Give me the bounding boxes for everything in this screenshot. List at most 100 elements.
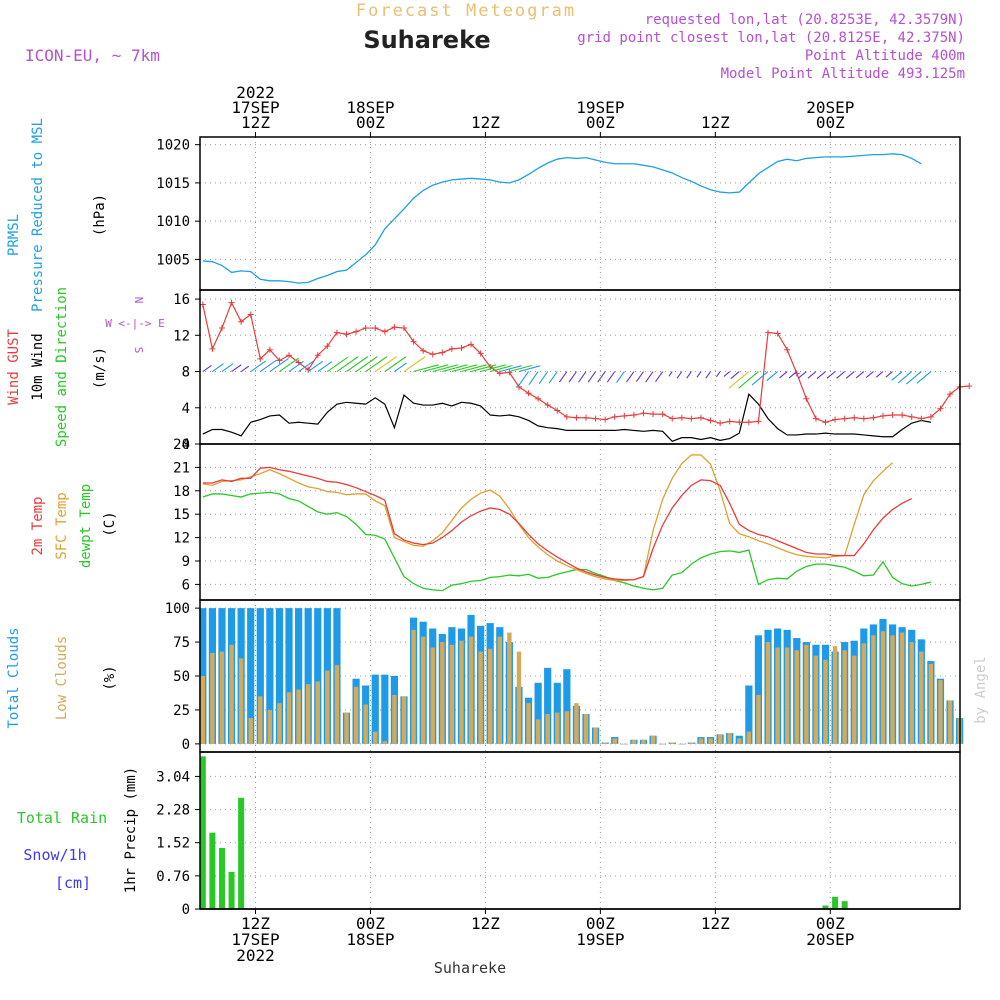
pressure-frame <box>199 136 961 291</box>
wind-direction-arrow <box>480 364 506 373</box>
low-cloud-bar <box>353 686 359 744</box>
top-time-label: 12Z <box>471 113 500 132</box>
gust-marker <box>803 395 810 402</box>
temp-unit: (C) <box>102 511 118 536</box>
wind-direction-arrow <box>587 371 597 383</box>
gust-marker <box>391 324 398 331</box>
wind-direction-arrow <box>432 364 458 373</box>
low-cloud-bar <box>248 718 253 744</box>
gust-marker <box>314 352 321 359</box>
wind-direction-arrow <box>538 371 549 384</box>
gust-marker <box>697 414 704 421</box>
gust-marker <box>602 416 609 423</box>
gust-marker <box>343 331 350 338</box>
compass-south: S <box>132 347 145 354</box>
bottom-time-label: 2022 <box>236 946 275 965</box>
total-cloud-bar <box>266 608 274 744</box>
wind-direction-arrow <box>269 358 289 372</box>
gust-marker <box>812 415 819 422</box>
bottom-time-label: 12Z <box>701 914 730 933</box>
gust-marker <box>717 420 724 427</box>
gust-marker <box>477 350 484 357</box>
footer-location: Suhareke <box>434 959 506 977</box>
low-cloud-bar <box>698 738 704 744</box>
low-cloud-bar <box>507 632 512 744</box>
pressure-line <box>202 153 922 284</box>
gust-marker <box>286 352 293 359</box>
y-tick-label: 75 <box>173 635 190 651</box>
total-cloud-bar <box>534 682 542 744</box>
wind-direction-arrow <box>730 371 740 380</box>
wind-direction-arrow <box>509 364 532 373</box>
y-tick-label: 9 <box>182 554 190 570</box>
wind-direction-arrow <box>288 360 304 372</box>
low-cloud-bar <box>449 644 455 744</box>
bottom-time-label: 17SEP <box>231 930 279 949</box>
low-cloud-bar <box>928 663 934 744</box>
gust-marker <box>784 346 791 353</box>
wind-direction-arrow <box>807 371 817 379</box>
wind-direction-arrow <box>327 356 349 372</box>
requested-coords: requested lon,lat (20.8253E, 42.3579N) <box>645 12 965 28</box>
total-cloud-bar <box>247 608 255 744</box>
gust-marker <box>621 412 628 419</box>
wind-direction-arrow <box>442 364 468 373</box>
wind-direction-arrow <box>606 371 616 383</box>
total-cloud-bar <box>314 608 322 744</box>
wind-direction-arrow <box>716 371 721 378</box>
low-cloud-bar <box>602 742 608 744</box>
total-cloud-bar <box>745 685 753 744</box>
low-cloud-bar <box>411 629 416 744</box>
y-tick-label: 1.52 <box>156 836 190 852</box>
pressure-label-long: Pressure Reduced to MSL <box>30 118 46 312</box>
wind-direction-arrow <box>279 357 299 372</box>
gust-marker <box>353 328 360 335</box>
wind-direction-arrow <box>751 371 769 386</box>
bottom-time-label: 00Z <box>816 914 845 933</box>
low-cloud-bar <box>478 651 483 744</box>
bottom-time-label: 00Z <box>356 914 385 933</box>
gust-marker <box>544 402 551 409</box>
gust-marker <box>765 329 772 336</box>
gust-marker <box>736 419 743 426</box>
low-cloud-bar <box>737 738 742 744</box>
low-cloud-bar <box>420 636 426 744</box>
gust-marker <box>659 411 666 418</box>
wind-direction-arrow <box>365 356 388 372</box>
wind-unit: (m/s) <box>92 347 108 389</box>
low-cloud-bar <box>440 642 445 744</box>
y-tick-label: 12 <box>173 328 190 344</box>
low-cloud-bar <box>468 636 474 744</box>
wind-direction-arrow <box>797 371 807 379</box>
forecast-title: Forecast Meteogram <box>356 1 576 21</box>
wind-direction-arrow <box>558 371 568 383</box>
wind-direction-arrow <box>202 364 212 372</box>
dewpt-line <box>202 491 932 592</box>
compass-north: N <box>132 297 145 304</box>
gust-marker <box>899 412 906 419</box>
gust-marker <box>841 415 848 422</box>
gust-marker <box>218 325 225 332</box>
low-cloud-bar <box>727 733 732 744</box>
wind-direction-arrow <box>788 371 798 379</box>
low-cloud-bar <box>880 631 886 744</box>
wind-direction-arrow <box>645 371 654 383</box>
y-tick-label: 12 <box>173 531 190 547</box>
bottom-time-label: 19SEP <box>576 930 624 949</box>
low-cloud-bar <box>325 670 330 744</box>
wind-direction-arrow <box>259 359 278 372</box>
wind-label-2: Speed and Direction <box>54 287 70 447</box>
compass-west-east: W <-|-> E <box>105 317 165 330</box>
total-cloud-bar <box>544 667 552 744</box>
low-cloud-bar <box>804 644 809 744</box>
snow-unit-label: [cm] <box>55 874 91 892</box>
low-cloud-bar <box>823 659 828 744</box>
wind-gust-line <box>202 301 970 424</box>
grid-point-coords: grid point closest lon,lat (20.8125E, 42… <box>577 30 965 46</box>
top-time-label: 00Z <box>356 113 385 132</box>
low-cloud-bar <box>459 640 464 744</box>
total-cloud-bar <box>754 635 763 744</box>
low-cloud-bar <box>899 632 905 744</box>
y-tick-label: 18 <box>173 484 190 500</box>
